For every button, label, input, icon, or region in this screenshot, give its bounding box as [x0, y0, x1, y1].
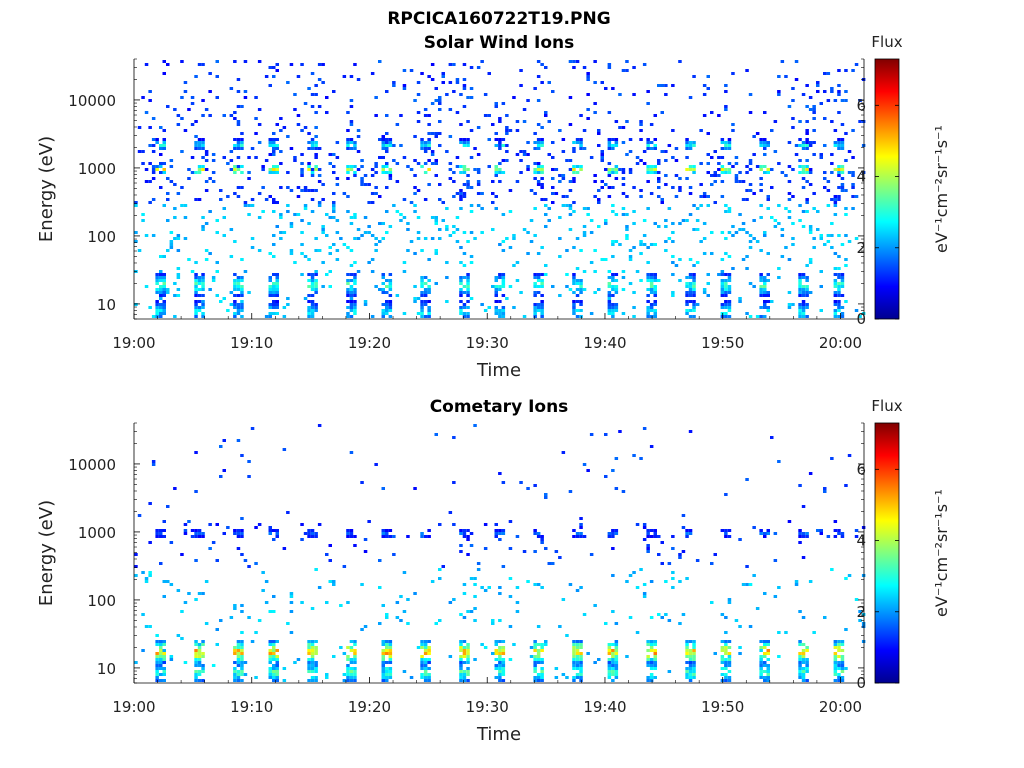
y-tick-label: 10000 [68, 456, 116, 474]
colorbar-label: eV⁻¹cm⁻²sr⁻¹s⁻¹ [932, 125, 951, 253]
x-tick-label: 19:10 [230, 698, 273, 716]
colorbar-tick-label: 2 [856, 603, 866, 621]
chart-panel-2: Cometary Ions 19:00 19:10 19:20 19:30 19:40 19… [36, 397, 951, 745]
colorbar-title: Flux [871, 33, 902, 51]
y-tick-label: 1000 [78, 160, 116, 178]
x-axis-label: Time [476, 360, 521, 381]
x-tick-label: 19:40 [583, 334, 626, 352]
spectrogram-cells [134, 60, 866, 318]
panel-title: Cometary Ions [430, 397, 569, 417]
y-tick-label: 10000 [68, 92, 116, 110]
colorbar-tick-label: 6 [856, 96, 866, 114]
colorbar-tick-label: 0 [856, 674, 866, 692]
x-tick-label: 19:50 [701, 698, 744, 716]
x-tick-label: 19:20 [348, 698, 391, 716]
colorbar-tick-label: 4 [856, 532, 866, 550]
colorbar-tick-label: 6 [856, 460, 866, 478]
x-tick-label: 19:00 [112, 334, 155, 352]
x-tick-label: 19:50 [701, 334, 744, 352]
y-tick-label: 1000 [78, 524, 116, 542]
panel-title: Solar Wind Ions [424, 33, 575, 53]
x-tick-label: 19:30 [466, 334, 509, 352]
colorbar-tick-label: 2 [856, 239, 866, 257]
figure-title: RPCICA160722T19.PNG [387, 9, 610, 29]
spectrogram-cells [134, 424, 866, 682]
y-tick-label: 100 [87, 228, 116, 246]
colorbar-gradient [874, 58, 900, 320]
y-tick-label: 100 [87, 592, 116, 610]
colorbar: Flux 0 2 4 6 eV⁻¹cm⁻²sr⁻¹s⁻¹ [856, 33, 951, 328]
colorbar-label: eV⁻¹cm⁻²sr⁻¹s⁻¹ [932, 489, 951, 617]
colorbar-tick-label: 0 [856, 310, 866, 328]
x-tick-label: 19:10 [230, 334, 273, 352]
y-axis-label: Energy (eV) [36, 136, 57, 242]
x-tick-label: 19:40 [583, 698, 626, 716]
colorbar-tick-label: 4 [856, 168, 866, 186]
colorbar-gradient [874, 422, 900, 684]
x-tick-label: 19:20 [348, 334, 391, 352]
x-axis-label: Time [476, 724, 521, 745]
x-tick-label: 20:00 [819, 334, 862, 352]
x-tick-label: 19:30 [466, 698, 509, 716]
colorbar: Flux 0 2 4 6 eV⁻¹cm⁻²sr⁻¹s⁻¹ [856, 397, 951, 692]
y-tick-label: 10 [97, 660, 116, 678]
y-axis-label: Energy (eV) [36, 500, 57, 606]
x-tick-label: 20:00 [819, 698, 862, 716]
colorbar-title: Flux [871, 397, 902, 415]
y-tick-label: 10 [97, 296, 116, 314]
chart-panel-1: Solar Wind Ions 19:00 19:10 19:20 19:30 19:40… [36, 33, 951, 381]
x-tick-label: 19:00 [112, 698, 155, 716]
